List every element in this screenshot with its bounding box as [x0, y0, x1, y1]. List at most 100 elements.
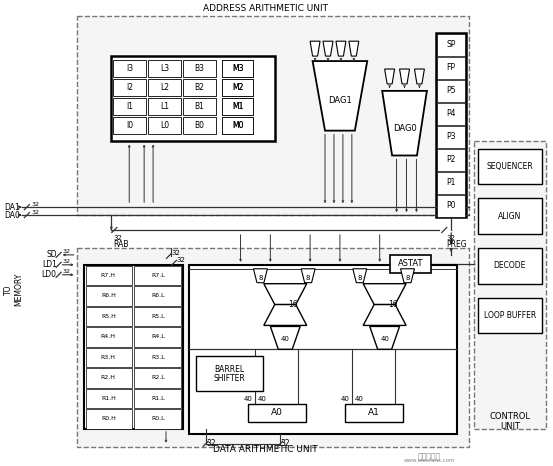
- Bar: [478, 298, 542, 333]
- Text: 32: 32: [171, 250, 180, 256]
- Bar: [437, 126, 465, 148]
- Text: LOOP BUFFER: LOOP BUFFER: [484, 311, 536, 320]
- Text: R7.L: R7.L: [151, 273, 165, 278]
- Polygon shape: [264, 284, 307, 305]
- Polygon shape: [312, 61, 367, 130]
- Text: I2: I2: [126, 83, 133, 92]
- Text: 32: 32: [176, 257, 185, 263]
- Text: P4: P4: [446, 109, 456, 118]
- Text: 40: 40: [244, 396, 253, 402]
- Bar: [134, 286, 181, 306]
- Text: P3: P3: [446, 132, 456, 141]
- Bar: [248, 404, 306, 422]
- Polygon shape: [353, 269, 367, 283]
- Bar: [134, 327, 181, 347]
- Text: R1.L: R1.L: [151, 396, 165, 401]
- Text: 32: 32: [62, 259, 71, 264]
- Text: 32: 32: [113, 235, 122, 241]
- Polygon shape: [349, 41, 359, 56]
- Bar: [390, 255, 431, 273]
- Bar: [183, 98, 216, 115]
- Text: M3: M3: [232, 64, 243, 73]
- Polygon shape: [370, 326, 400, 350]
- Bar: [222, 60, 253, 77]
- Bar: [222, 60, 253, 77]
- Polygon shape: [363, 284, 406, 305]
- Polygon shape: [264, 305, 307, 325]
- Text: SP: SP: [446, 40, 456, 49]
- Text: ALIGN: ALIGN: [498, 212, 521, 220]
- Text: CONTROL: CONTROL: [489, 412, 530, 421]
- Bar: [86, 327, 132, 347]
- Text: DA1: DA1: [4, 203, 20, 212]
- Text: I1: I1: [126, 102, 133, 111]
- Bar: [222, 98, 253, 115]
- Bar: [113, 98, 146, 115]
- Text: 8: 8: [258, 275, 263, 281]
- Bar: [437, 149, 465, 171]
- Text: 8: 8: [306, 275, 310, 281]
- Bar: [189, 265, 457, 434]
- Text: LD1: LD1: [42, 260, 56, 269]
- Polygon shape: [385, 69, 395, 84]
- Bar: [113, 60, 146, 77]
- Text: FP: FP: [447, 63, 456, 72]
- Text: BARREL: BARREL: [215, 365, 244, 374]
- Text: 16: 16: [289, 300, 298, 309]
- Text: SHIFTER: SHIFTER: [213, 374, 246, 383]
- Bar: [222, 116, 253, 134]
- Text: 32: 32: [62, 249, 71, 254]
- Text: P1: P1: [446, 178, 456, 187]
- Text: R4.L: R4.L: [151, 334, 165, 339]
- Text: 40: 40: [281, 336, 290, 343]
- Text: 32: 32: [32, 210, 40, 215]
- Bar: [222, 79, 253, 96]
- Text: R1.H: R1.H: [101, 396, 116, 401]
- Bar: [222, 98, 253, 115]
- Text: M1: M1: [232, 102, 243, 111]
- Bar: [86, 389, 132, 408]
- Bar: [86, 307, 132, 326]
- Polygon shape: [253, 269, 267, 283]
- Text: B2: B2: [194, 83, 204, 92]
- Text: M0: M0: [232, 121, 243, 130]
- Text: 32: 32: [446, 235, 455, 241]
- Bar: [478, 248, 542, 284]
- Bar: [86, 286, 132, 306]
- Polygon shape: [363, 305, 406, 325]
- Text: SD: SD: [46, 250, 56, 260]
- Text: P2: P2: [446, 155, 456, 164]
- Bar: [148, 98, 181, 115]
- Text: R0.H: R0.H: [101, 416, 116, 421]
- Text: DECODE: DECODE: [494, 261, 526, 270]
- Text: 8: 8: [405, 275, 410, 281]
- Text: P0: P0: [446, 201, 456, 210]
- Bar: [474, 141, 546, 429]
- Text: R3.L: R3.L: [151, 355, 165, 360]
- Bar: [134, 409, 181, 429]
- Bar: [134, 307, 181, 326]
- Text: DA0: DA0: [4, 211, 20, 219]
- Text: R6.H: R6.H: [101, 293, 116, 298]
- Text: I0: I0: [126, 121, 133, 130]
- Bar: [436, 33, 466, 217]
- Bar: [113, 116, 146, 134]
- Polygon shape: [400, 269, 414, 283]
- Text: 32: 32: [206, 439, 216, 448]
- Text: LD0: LD0: [41, 270, 56, 279]
- Bar: [437, 34, 465, 56]
- Text: 电子发烧友: 电子发烧友: [418, 452, 441, 461]
- Bar: [478, 149, 542, 184]
- Bar: [437, 195, 465, 217]
- Text: 32: 32: [280, 439, 290, 448]
- Text: M0: M0: [232, 121, 243, 130]
- Text: P5: P5: [446, 86, 456, 95]
- Bar: [478, 198, 542, 234]
- Text: 40: 40: [258, 396, 267, 402]
- Text: R4.H: R4.H: [101, 334, 116, 339]
- Bar: [134, 389, 181, 408]
- Text: 40: 40: [380, 336, 389, 343]
- Bar: [222, 116, 253, 134]
- Bar: [134, 266, 181, 285]
- Text: 40: 40: [354, 396, 363, 402]
